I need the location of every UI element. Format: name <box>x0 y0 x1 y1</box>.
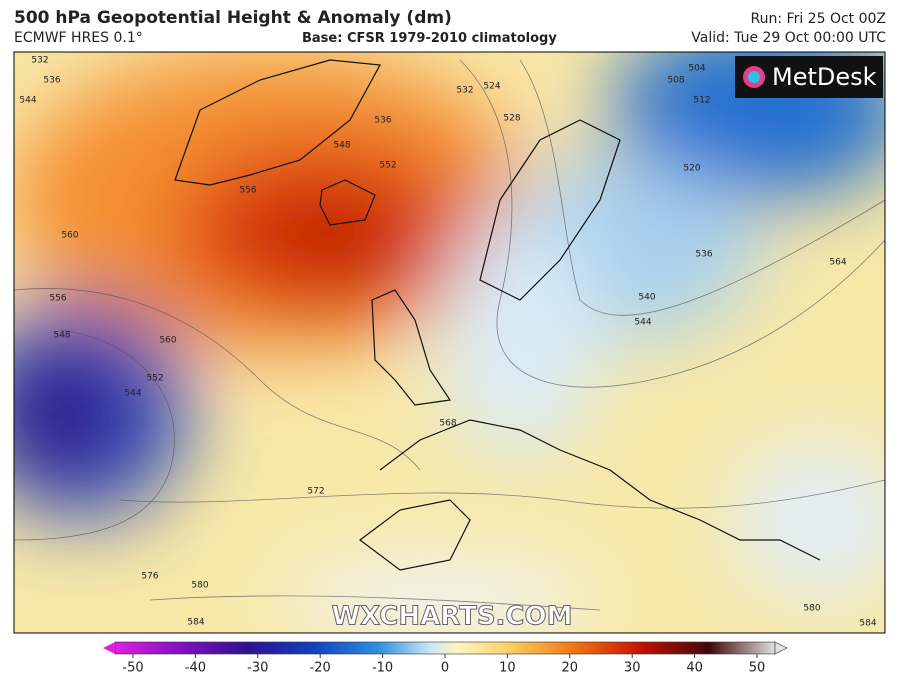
contour-label: 532 <box>456 86 473 96</box>
contour-label: 560 <box>159 336 176 346</box>
contour-label: 540 <box>638 293 655 303</box>
colorbar <box>114 641 776 655</box>
contour-label: 524 <box>483 82 500 92</box>
colorbar-tick-label: -40 <box>185 661 206 676</box>
contour-label: 576 <box>141 572 158 582</box>
colorbar-tick-label: 0 <box>441 661 449 676</box>
contour-label: 504 <box>688 64 705 74</box>
run: Run: Fri 25 Oct 00Z <box>750 11 886 27</box>
contour-label: 552 <box>146 374 163 384</box>
contour-label: 520 <box>683 164 700 174</box>
contour-label: 556 <box>239 186 256 196</box>
map-frame <box>13 51 886 634</box>
contour-label: 544 <box>19 96 36 106</box>
colorbar-tick-label: -10 <box>372 661 393 676</box>
contour-label: 584 <box>859 619 876 629</box>
base: Base: CFSR 1979-2010 climatology <box>302 31 557 46</box>
contour-label: 532 <box>31 56 48 66</box>
model: ECMWF HRES 0.1° <box>14 30 143 46</box>
contour-label: 584 <box>187 618 204 628</box>
colorbar-arrow <box>774 641 788 655</box>
contour-label: 580 <box>191 581 208 591</box>
title: 500 hPa Geopotential Height & Anomaly (d… <box>14 8 452 28</box>
contour-label: 564 <box>829 258 846 268</box>
contour-label: 552 <box>379 161 396 171</box>
contour-label: 528 <box>503 114 520 124</box>
contour-label: 560 <box>61 231 78 241</box>
contour-label: 544 <box>634 318 651 328</box>
colorbar-tick-label: -30 <box>247 661 268 676</box>
colorbar-tick-label: 20 <box>562 661 579 676</box>
watermark: WXCHARTS.COM <box>331 602 572 632</box>
map-field <box>14 52 885 633</box>
colorbar-tick-label: 40 <box>686 661 703 676</box>
contour-label: 580 <box>803 604 820 614</box>
contour-label: 544 <box>124 389 141 399</box>
contour-label: 536 <box>695 250 712 260</box>
contour-label: 536 <box>43 76 60 86</box>
logo-text: MetDesk <box>772 63 877 91</box>
contour-label: 508 <box>667 76 684 86</box>
contour-label: 568 <box>439 419 456 429</box>
logo: MetDesk <box>735 56 883 98</box>
contour-label: 548 <box>333 141 350 151</box>
colorbar-tick-label: 30 <box>624 661 641 676</box>
colorbar-tick-label: 50 <box>749 661 766 676</box>
valid: Valid: Tue 29 Oct 00:00 UTC <box>691 30 886 46</box>
contour-label: 512 <box>693 96 710 106</box>
contour-label: 548 <box>53 331 70 341</box>
contour-label: 536 <box>374 116 391 126</box>
contour-label: 556 <box>49 294 66 304</box>
colorbar-tick-label: -20 <box>310 661 331 676</box>
colorbar-tick-label: -50 <box>122 661 143 676</box>
colorbar-tick-label: 10 <box>499 661 516 676</box>
colorbar-arrow <box>103 642 115 654</box>
contour-label: 572 <box>307 487 324 497</box>
